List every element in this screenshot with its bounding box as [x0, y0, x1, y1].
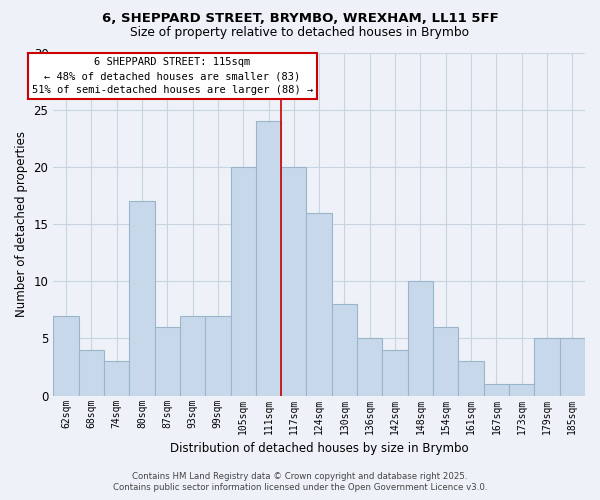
Y-axis label: Number of detached properties: Number of detached properties	[15, 131, 28, 317]
Bar	[205, 316, 230, 396]
Bar	[357, 338, 382, 396]
Bar	[155, 327, 180, 396]
Text: 6 SHEPPARD STREET: 115sqm
← 48% of detached houses are smaller (83)
51% of semi-: 6 SHEPPARD STREET: 115sqm ← 48% of detac…	[32, 57, 313, 95]
Bar	[458, 362, 484, 396]
Bar	[281, 167, 307, 396]
Bar	[509, 384, 535, 396]
X-axis label: Distribution of detached houses by size in Brymbo: Distribution of detached houses by size …	[170, 442, 469, 455]
Bar	[433, 327, 458, 396]
Bar	[332, 304, 357, 396]
Bar	[408, 282, 433, 396]
Bar	[256, 121, 281, 396]
Bar	[230, 167, 256, 396]
Text: Contains HM Land Registry data © Crown copyright and database right 2025.
Contai: Contains HM Land Registry data © Crown c…	[113, 472, 487, 492]
Text: 6, SHEPPARD STREET, BRYMBO, WREXHAM, LL11 5FF: 6, SHEPPARD STREET, BRYMBO, WREXHAM, LL1…	[101, 12, 499, 26]
Bar	[79, 350, 104, 396]
Bar	[535, 338, 560, 396]
Bar	[129, 201, 155, 396]
Bar	[484, 384, 509, 396]
Bar	[180, 316, 205, 396]
Bar	[104, 362, 129, 396]
Bar	[53, 316, 79, 396]
Text: Size of property relative to detached houses in Brymbo: Size of property relative to detached ho…	[130, 26, 470, 39]
Bar	[382, 350, 408, 396]
Bar	[307, 212, 332, 396]
Bar	[560, 338, 585, 396]
